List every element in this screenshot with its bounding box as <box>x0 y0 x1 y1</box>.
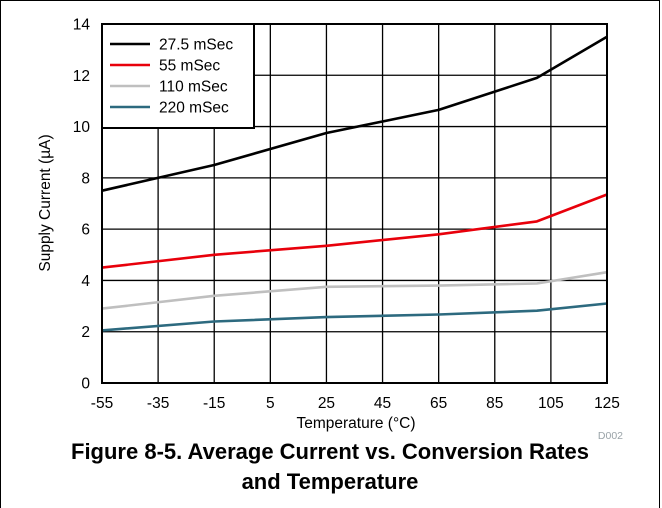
y-tick-label: 10 <box>73 119 91 136</box>
legend-box <box>101 23 255 129</box>
legend-label: 27.5 mSec <box>159 37 233 54</box>
legend-label: 110 mSec <box>159 79 228 96</box>
plot-border <box>101 23 608 384</box>
figure-caption: Figure 8-5. Average Current vs. Conversi… <box>0 437 660 497</box>
supply-current-chart: -55 -35 -15 5 25 45 65 85 105 125 0 2 4 6 8 10 12 14 Tem… <box>37 17 623 441</box>
caption-line-2: and Temperature <box>241 469 419 494</box>
y-tick-label: 6 <box>81 222 90 239</box>
x-tick-label: 65 <box>430 395 447 412</box>
x-tick-labels: -55 -35 -15 5 25 45 65 85 105 125 <box>91 395 620 412</box>
y-tick-labels: 0 2 4 6 8 10 12 14 <box>73 17 91 393</box>
x-tick-label: -55 <box>91 395 113 412</box>
series-line-220-msec <box>101 302 608 332</box>
series-line-55-msec <box>101 193 608 269</box>
x-tick-label: 125 <box>594 395 620 412</box>
y-tick-label: 8 <box>81 170 90 187</box>
y-tick-label: 12 <box>73 68 90 85</box>
x-tick-label: 25 <box>318 395 335 412</box>
y-tick-label: 4 <box>81 273 90 290</box>
legend-label: 220 mSec <box>159 100 229 117</box>
series-line-27-5-msec <box>101 35 608 192</box>
caption-line-1: Figure 8-5. Average Current vs. Conversi… <box>71 439 589 464</box>
y-tick-label: 14 <box>73 17 91 34</box>
figure-id: D002 <box>598 430 623 440</box>
x-tick-label: 105 <box>538 395 564 412</box>
y-tick-label: 0 <box>81 376 90 393</box>
legend-label: 55 mSec <box>159 58 220 75</box>
x-tick-label: 5 <box>266 395 275 412</box>
series-line-110-msec <box>101 270 608 310</box>
y-axis-title: Supply Current (µA) <box>37 134 54 271</box>
x-tick-label: -35 <box>147 395 169 412</box>
legend: 27.5 mSec 55 mSec 110 mSec 220 mSec <box>101 23 255 129</box>
x-axis-title: Temperature (°C) <box>296 415 415 432</box>
y-tick-label: 2 <box>81 324 90 341</box>
x-tick-label: -15 <box>203 395 225 412</box>
series-lines <box>101 35 608 332</box>
x-tick-label: 45 <box>374 395 391 412</box>
x-tick-label: 85 <box>486 395 503 412</box>
